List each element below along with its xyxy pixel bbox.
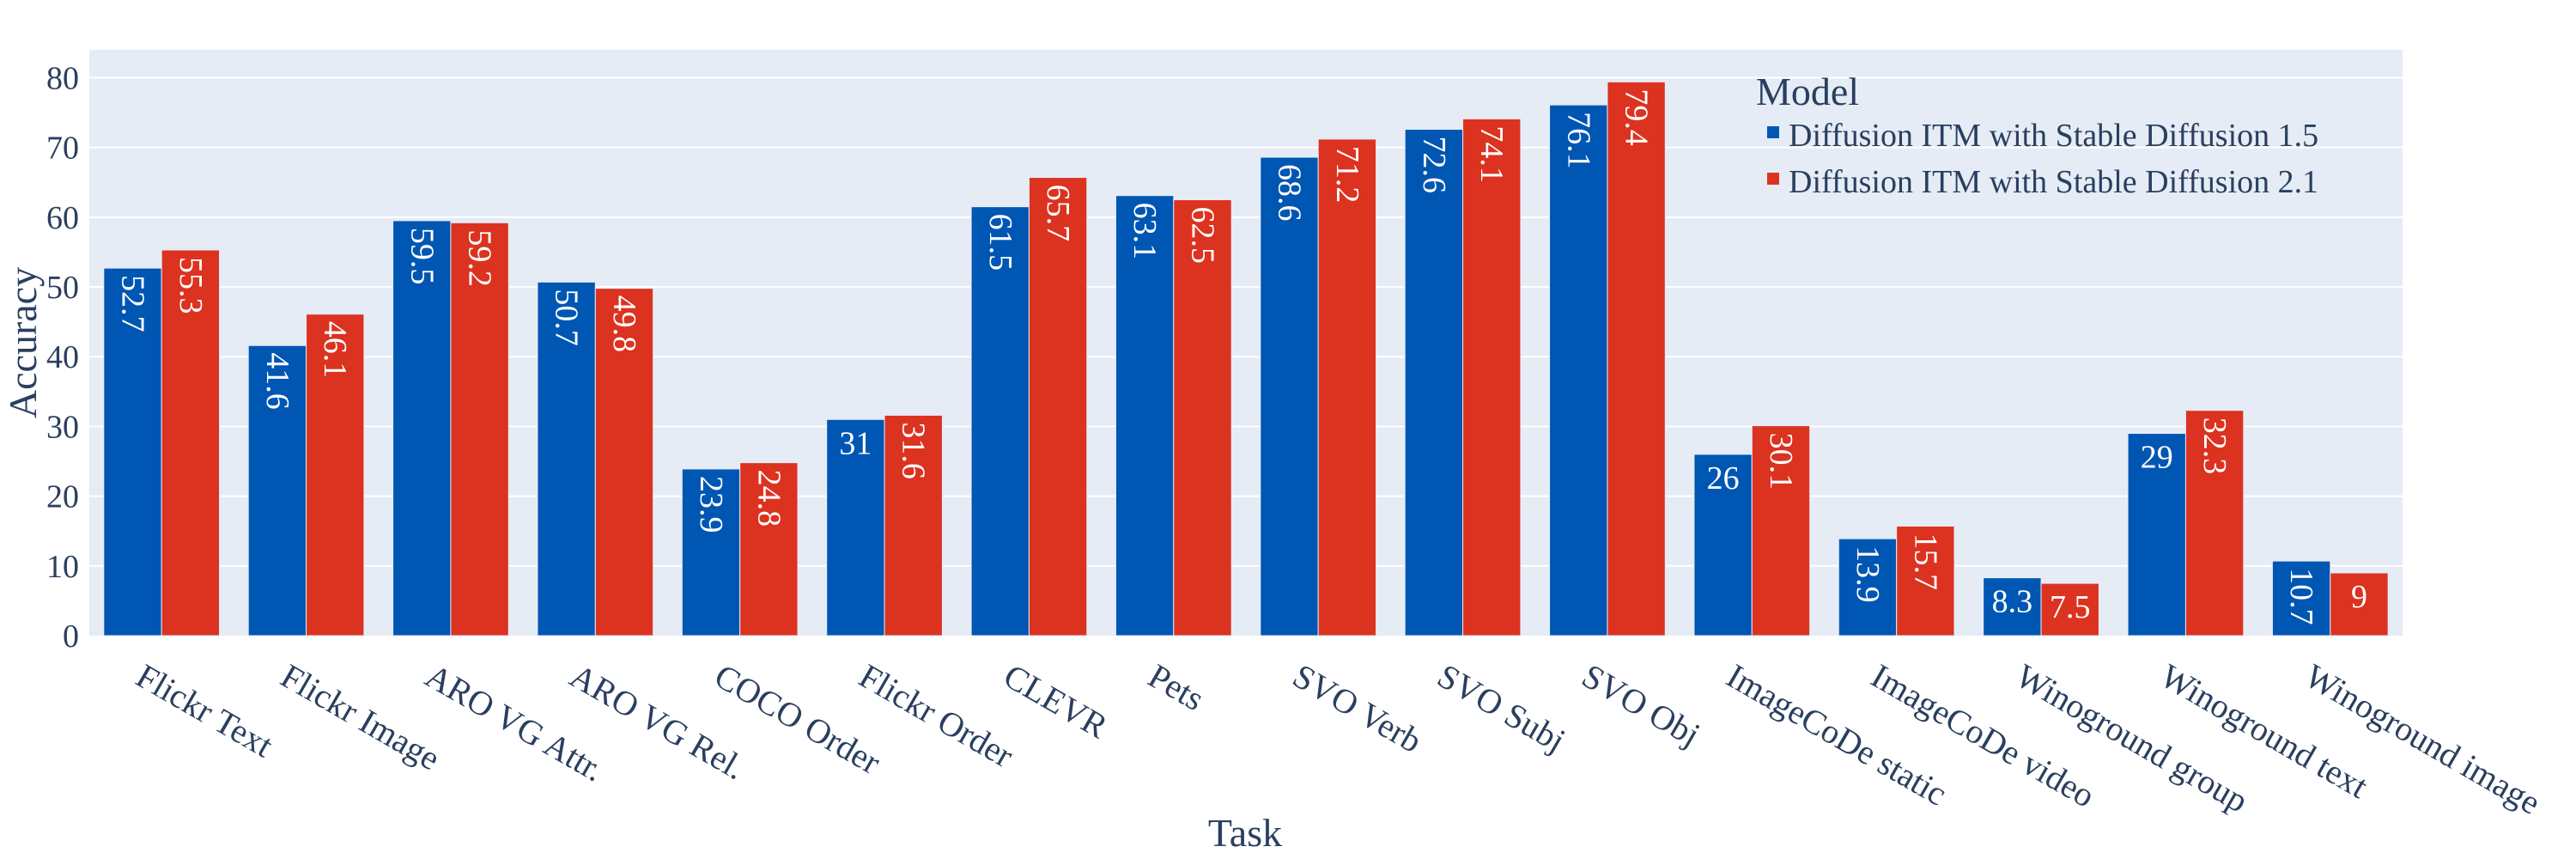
bar-value-label: 9: [2351, 579, 2367, 615]
legend-swatch-sd15: [1767, 126, 1779, 138]
bar-value-label: 76.1: [1560, 112, 1596, 169]
x-tick-label: Flickr Image: [275, 656, 447, 778]
legend-title: Model: [1756, 70, 1859, 113]
bar: [1607, 81, 1666, 637]
bar-value-label: 13.9: [1850, 545, 1886, 603]
bar-value-label: 24.8: [750, 470, 787, 527]
bar-value-label: 32.3: [2196, 417, 2233, 475]
bar: [739, 462, 799, 637]
bar-value-label: 8.3: [1992, 584, 2033, 620]
bar-value-label: 52.7: [115, 275, 151, 332]
bar-value-label: 46.1: [317, 321, 353, 379]
bar: [2184, 410, 2245, 637]
bars: 52.7 55.3 41.6 46.1 59.5 59.2 50.7 49.8 23.9 24.8…: [103, 81, 2389, 637]
bar: [247, 344, 307, 637]
bar-value-label: 71.2: [1329, 146, 1365, 204]
legend: Model Diffusion ITM with Stable Diffusio…: [1756, 70, 2318, 200]
bar: [1693, 454, 1753, 637]
bar: [1028, 177, 1088, 637]
bar: [1462, 118, 1522, 637]
bar: [103, 267, 162, 637]
x-tick-label: SVO Subj: [1431, 656, 1572, 760]
x-tick-label: Flickr Text: [130, 656, 279, 765]
bar: [970, 206, 1030, 637]
bar-value-label: 41.6: [259, 352, 295, 410]
bar: [1838, 538, 1898, 637]
bar: [161, 249, 221, 637]
y-tick-label: 30: [46, 409, 79, 445]
bar: [392, 220, 452, 637]
bar: [1404, 129, 1464, 637]
x-axis-title: Task: [1208, 811, 1282, 855]
bar-value-label: 23.9: [693, 476, 729, 533]
bar-value-label: 31.6: [896, 422, 932, 479]
bar-value-label: 30.1: [1763, 433, 1799, 490]
y-tick-label: 10: [46, 549, 79, 585]
y-axis-title: Accuracy: [1, 267, 45, 418]
bar-value-label: 59.5: [404, 228, 440, 285]
bar-value-label: 79.4: [1619, 88, 1655, 146]
bar: [450, 222, 509, 637]
bar-value-label: 65.7: [1040, 185, 1076, 241]
bar: [884, 414, 943, 637]
bar-value-label: 55.3: [173, 257, 209, 314]
bar-value-label: 29: [2141, 440, 2173, 476]
x-tick-label: Winoground group: [2009, 656, 2255, 820]
bar-value-label: 50.7: [549, 289, 585, 346]
bar: [1751, 425, 1811, 637]
bar: [594, 288, 654, 637]
bar: [2040, 582, 2099, 637]
bar-value-label: 61.5: [982, 214, 1018, 271]
y-axis-ticks: 0 10 20 30 40 50 60 70 80: [46, 60, 79, 655]
bar-value-label: 62.5: [1184, 207, 1220, 264]
bar-value-label: 49.8: [606, 295, 642, 353]
bar: [1549, 104, 1608, 637]
x-tick-label: Pets: [1142, 656, 1211, 718]
legend-label-sd21: Diffusion ITM with Stable Diffusion 2.1: [1789, 164, 2318, 200]
x-tick-label: CLEVR: [998, 656, 1115, 746]
bar: [826, 418, 885, 637]
bar: [1260, 156, 1319, 637]
x-tick-label: SVO Verb: [1286, 656, 1428, 760]
bar: [1317, 138, 1377, 637]
y-tick-label: 80: [46, 60, 79, 96]
x-tick-label: Winoground image: [2299, 656, 2548, 822]
bar: [1173, 199, 1232, 637]
y-tick-label: 60: [46, 200, 79, 236]
bar: [1896, 526, 1955, 637]
bar: [1115, 195, 1175, 637]
bar-value-label: 63.1: [1127, 203, 1163, 260]
bar-value-label: 15.7: [1907, 533, 1943, 591]
legend-swatch-sd21: [1767, 173, 1779, 185]
y-tick-label: 70: [46, 131, 79, 167]
bar-value-label: 26: [1707, 460, 1740, 497]
bar: [306, 314, 365, 637]
bar-value-label: 31: [839, 425, 872, 461]
bar-value-label: 7.5: [2050, 589, 2091, 625]
bar: [2330, 572, 2389, 637]
legend-label-sd15: Diffusion ITM with Stable Diffusion 1.5: [1789, 118, 2318, 154]
bar: [2271, 560, 2331, 637]
bar-value-label: 72.6: [1416, 137, 1452, 194]
y-tick-label: 0: [63, 618, 79, 655]
y-tick-label: 50: [46, 270, 79, 306]
bar: [2127, 433, 2186, 637]
bar-value-label: 74.1: [1473, 125, 1510, 183]
bar: [537, 281, 596, 637]
y-tick-label: 20: [46, 479, 79, 515]
bar-value-label: 59.2: [462, 229, 498, 287]
bar: [681, 468, 741, 637]
bar-value-label: 68.6: [1272, 164, 1308, 221]
bar-value-label: 10.7: [2283, 568, 2319, 625]
y-tick-label: 40: [46, 339, 79, 375]
x-tick-label: SVO Obj: [1576, 656, 1706, 754]
